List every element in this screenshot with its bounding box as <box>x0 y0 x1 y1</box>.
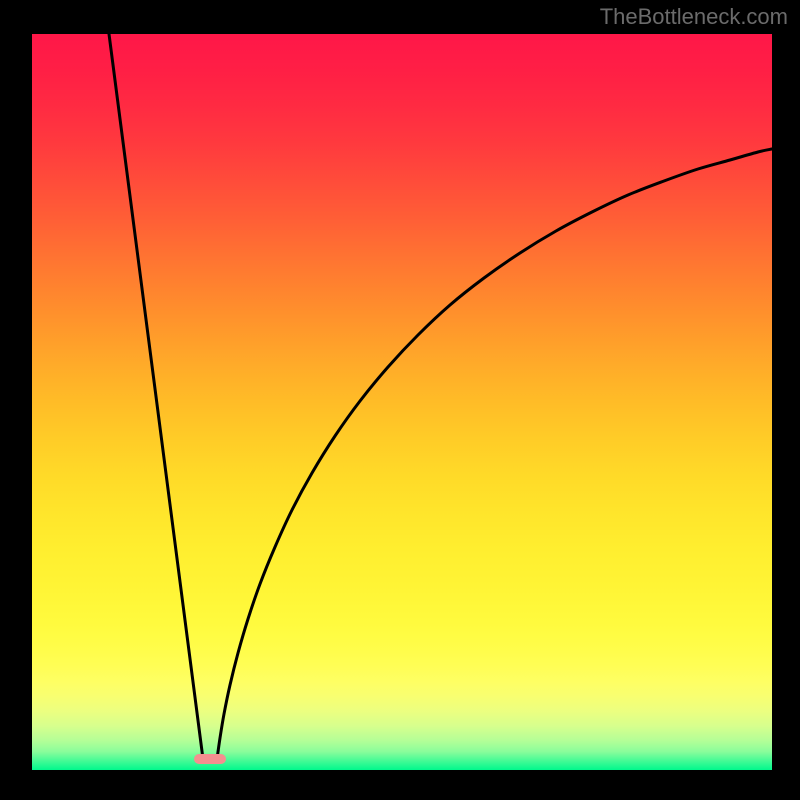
optimal-marker <box>194 754 226 764</box>
watermark-text: TheBottleneck.com <box>600 4 788 30</box>
plot-area <box>32 34 772 770</box>
bottleneck-curve <box>32 34 772 770</box>
chart-canvas: TheBottleneck.com <box>0 0 800 800</box>
